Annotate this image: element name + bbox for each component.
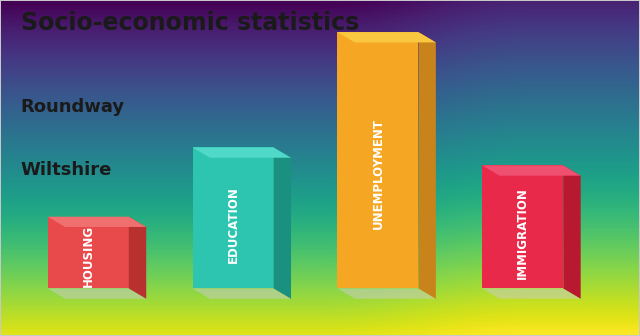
Polygon shape [482,289,580,299]
Polygon shape [193,148,274,289]
Text: UNEMPLOYMENT: UNEMPLOYMENT [371,118,385,228]
Text: Socio-economic statistics: Socio-economic statistics [20,11,359,35]
Text: EDUCATION: EDUCATION [227,186,239,263]
Text: HOUSING: HOUSING [82,225,95,287]
Polygon shape [48,217,146,227]
Polygon shape [563,289,592,306]
Polygon shape [419,32,436,299]
Polygon shape [193,148,291,158]
Polygon shape [193,289,291,299]
Polygon shape [274,289,303,306]
Polygon shape [274,148,291,299]
Polygon shape [337,32,419,289]
Polygon shape [129,217,146,299]
Polygon shape [419,289,447,306]
Text: Roundway: Roundway [20,98,125,116]
Polygon shape [337,32,436,42]
Polygon shape [482,165,563,289]
Polygon shape [482,165,580,176]
Text: IMMIGRATION: IMMIGRATION [516,187,529,279]
Text: Wiltshire: Wiltshire [20,161,112,179]
Polygon shape [563,165,580,299]
Polygon shape [48,289,146,299]
Polygon shape [48,217,129,289]
Polygon shape [129,289,158,306]
Polygon shape [337,289,436,299]
